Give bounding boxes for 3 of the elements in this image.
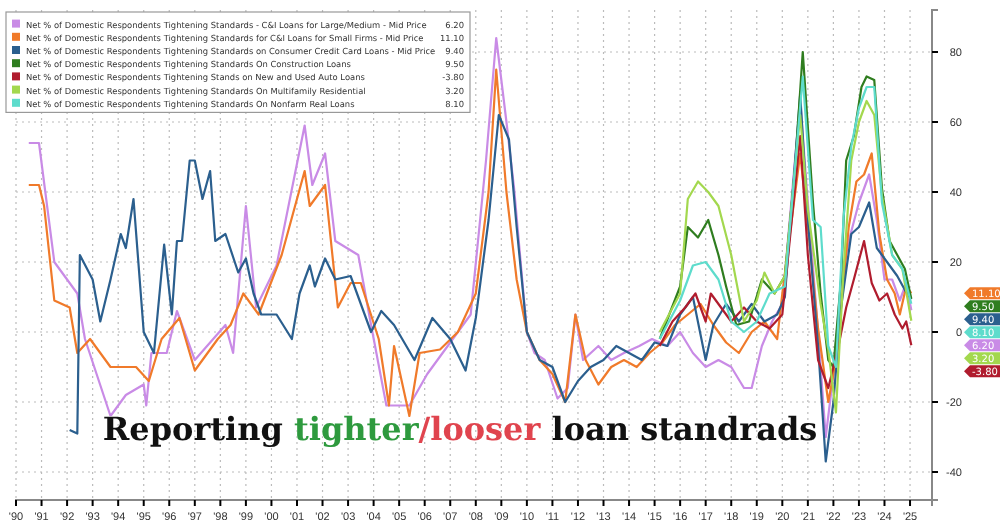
line-series (658, 134, 913, 390)
annotation: Reporting tighter/looser loan standrads (102, 410, 818, 448)
line-series (658, 99, 913, 414)
